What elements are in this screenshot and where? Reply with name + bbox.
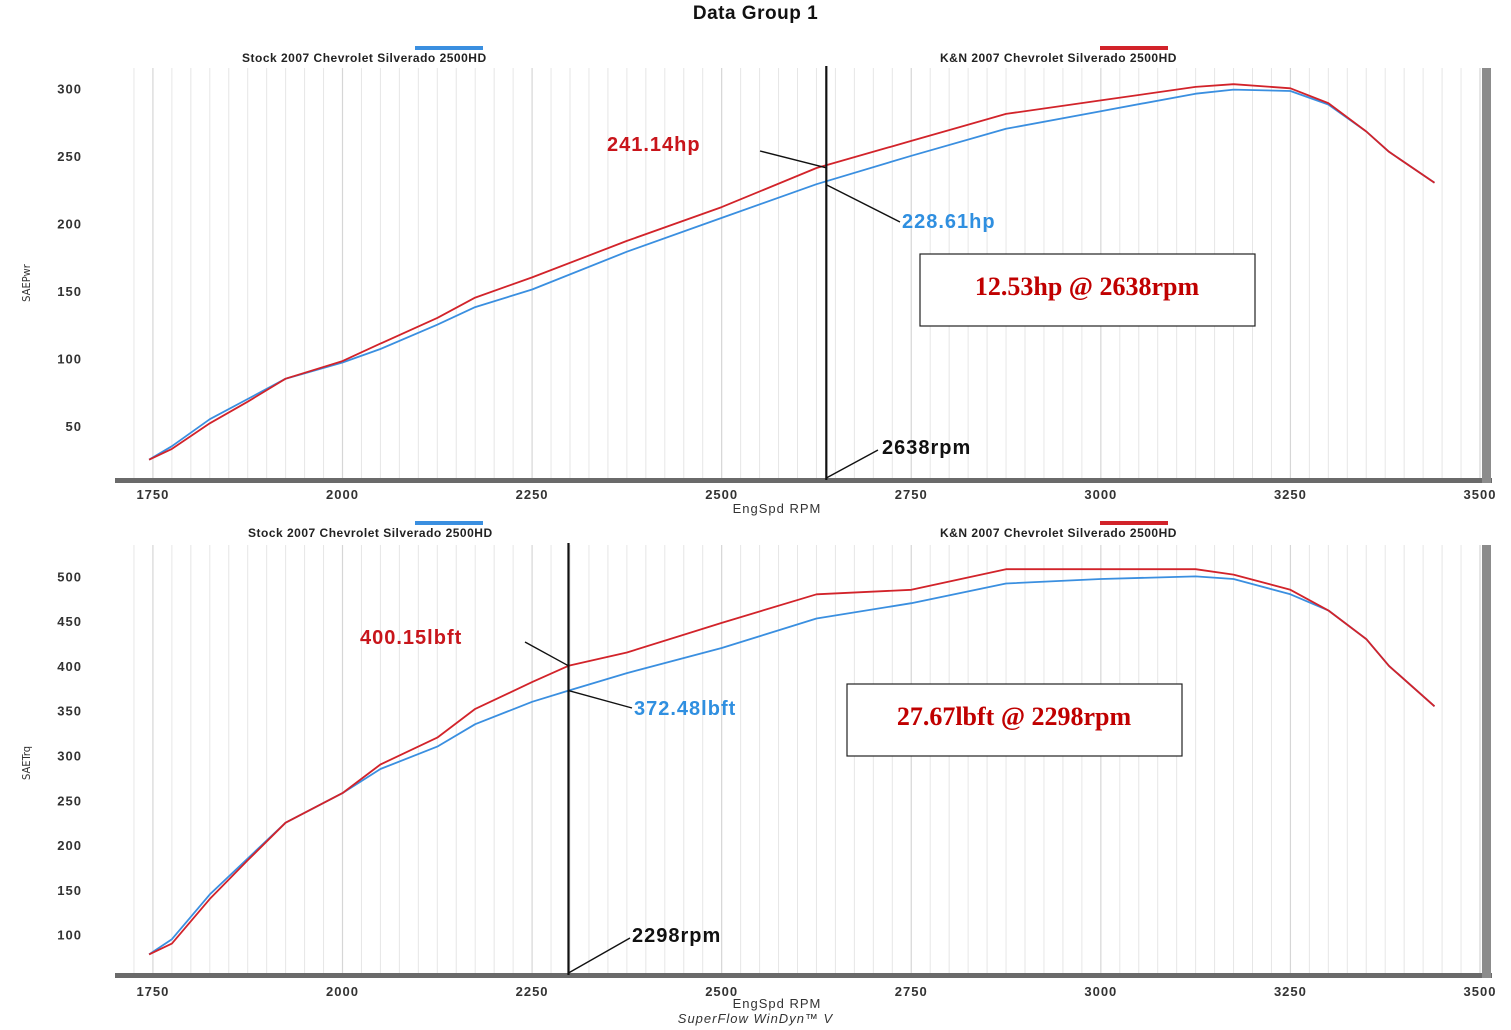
torque-x-axis-title: EngSpd RPM xyxy=(733,996,822,1011)
torque-legend-swatch-stock xyxy=(415,521,483,525)
torque-x-tick-label: 3500 xyxy=(1464,984,1497,999)
hp-y-tick-label: 150 xyxy=(57,284,82,299)
hp-y-axis-title: SAEPwr xyxy=(20,263,33,302)
torque-series-kn xyxy=(148,568,1436,956)
hp-x-tick-label: 2250 xyxy=(516,487,549,502)
hp-x-tick-label: 1750 xyxy=(136,487,169,502)
torque-series xyxy=(148,568,1436,956)
hp-legend-stock: Stock 2007 Chevrolet Silverado 2500HD xyxy=(242,51,487,65)
torque-difference-box xyxy=(846,683,1183,757)
torque-y-tick-label: 300 xyxy=(57,749,82,764)
hp-y-tick-label: 250 xyxy=(57,149,82,164)
hp-x-tick-label: 2000 xyxy=(326,487,359,502)
hp-rpm-callout: 2638rpm xyxy=(882,437,971,459)
torque-x-tick-label: 2000 xyxy=(326,984,359,999)
torque-x-tick-label: 2500 xyxy=(705,984,738,999)
torque-y-tick-label: 400 xyxy=(57,659,82,674)
hp-legend-swatch-stock xyxy=(415,46,483,50)
torque-y-tick-label: 100 xyxy=(57,928,82,943)
torque-kn-callout: 400.15lbft xyxy=(360,627,462,649)
torque-y-tick-label: 200 xyxy=(57,838,82,853)
torque-y-tick-label: 250 xyxy=(57,793,82,808)
torque-rpm-callout: 2298rpm xyxy=(632,925,721,947)
hp-x-tick-label: 3000 xyxy=(1084,487,1117,502)
torque-y-tick-label: 450 xyxy=(57,614,82,629)
torque-x-axis-line xyxy=(115,973,1492,978)
hp-grid xyxy=(133,68,1481,480)
torque-x-tick-label: 2250 xyxy=(516,984,549,999)
hp-x-axis-title: EngSpd RPM xyxy=(733,501,822,516)
torque-x-tick-label: 2750 xyxy=(895,984,928,999)
torque-right-axis-bar xyxy=(1482,545,1491,978)
hp-x-tick-label: 2500 xyxy=(705,487,738,502)
hp-legend-swatch-kn xyxy=(1100,46,1168,50)
torque-chart: 1750 2000 2250 2500 2750 3000 3250 3500 100 150 20… xyxy=(20,521,1497,1011)
hp-rpm-leader xyxy=(825,449,879,479)
hp-axis: 1750 2000 2250 2500 2750 3000 3250 3500 50 100 150… xyxy=(57,68,1497,502)
page-title: Data Group 1 xyxy=(692,3,819,24)
torque-legend-stock: Stock 2007 Chevrolet Silverado 2500HD xyxy=(248,526,493,540)
hp-legend-kn: K&N 2007 Chevrolet Silverado 2500HD xyxy=(940,51,1177,65)
torque-kn-leader xyxy=(524,641,569,667)
hp-series xyxy=(148,83,1436,461)
torque-legend-kn: K&N 2007 Chevrolet Silverado 2500HD xyxy=(940,526,1177,540)
hp-kn-leader xyxy=(759,150,827,169)
software-footer: SuperFlow WinDyn™ V xyxy=(677,1011,834,1026)
hp-x-tick-label: 3500 xyxy=(1464,487,1497,502)
hp-right-axis-bar xyxy=(1482,68,1491,483)
torque-x-tick-label: 3000 xyxy=(1084,984,1117,999)
torque-rpm-leader xyxy=(568,937,631,974)
torque-x-tick-label: 3250 xyxy=(1274,984,1307,999)
torque-y-tick-label: 350 xyxy=(57,704,82,719)
hp-difference-text: 12.53hp @ 2638rpm xyxy=(975,272,1200,301)
hp-x-tick-label: 3250 xyxy=(1274,487,1307,502)
torque-stock-leader xyxy=(568,689,633,709)
torque-legend-swatch-kn xyxy=(1100,521,1168,525)
hp-x-axis-line xyxy=(115,478,1492,483)
hp-marker xyxy=(759,66,901,480)
hp-series-kn xyxy=(148,83,1436,461)
torque-difference-text: 27.67lbft @ 2298rpm xyxy=(897,702,1132,731)
torque-stock-callout: 372.48lbft xyxy=(634,698,736,720)
torque-x-tick-label: 1750 xyxy=(136,984,169,999)
hp-chart: 1750 2000 2250 2500 2750 3000 3250 3500 50 100 150… xyxy=(20,46,1497,516)
torque-y-axis-title: SAETrq xyxy=(20,746,33,780)
hp-stock-leader xyxy=(826,184,901,223)
torque-y-tick-label: 500 xyxy=(57,569,82,584)
hp-y-tick-label: 200 xyxy=(57,216,82,231)
hp-y-tick-label: 50 xyxy=(66,419,82,434)
hp-y-tick-label: 100 xyxy=(57,351,82,366)
hp-difference-box xyxy=(919,253,1256,327)
hp-y-tick-label: 300 xyxy=(57,81,82,96)
hp-stock-callout: 228.61hp xyxy=(902,211,996,233)
torque-axis: 1750 2000 2250 2500 2750 3000 3250 3500 100 150 20… xyxy=(57,545,1497,999)
torque-marker xyxy=(524,543,633,975)
torque-grid xyxy=(133,545,1481,975)
torque-y-tick-label: 150 xyxy=(57,883,82,898)
hp-x-tick-label: 2750 xyxy=(895,487,928,502)
hp-kn-callout: 241.14hp xyxy=(607,134,701,156)
